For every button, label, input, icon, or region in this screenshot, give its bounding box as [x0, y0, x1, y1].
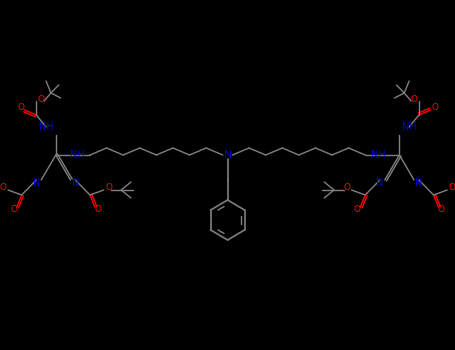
Text: NH: NH — [402, 122, 416, 132]
Text: O: O — [17, 103, 24, 112]
Text: O: O — [449, 183, 455, 192]
Text: O: O — [10, 205, 17, 215]
Text: O: O — [410, 94, 418, 104]
Text: O: O — [0, 183, 7, 192]
Text: NH: NH — [370, 150, 385, 160]
Text: N: N — [415, 178, 423, 188]
Text: O: O — [343, 183, 350, 192]
Text: O: O — [94, 205, 101, 215]
Text: N: N — [71, 178, 79, 188]
Text: O: O — [38, 94, 45, 104]
Text: O: O — [354, 205, 361, 215]
Text: NH: NH — [70, 150, 85, 160]
Text: O: O — [105, 183, 112, 192]
Text: O: O — [438, 205, 445, 215]
Text: O: O — [431, 103, 438, 112]
Text: NH: NH — [39, 122, 53, 132]
Text: N: N — [33, 178, 40, 188]
Text: N: N — [223, 150, 232, 160]
Text: N: N — [376, 178, 384, 188]
